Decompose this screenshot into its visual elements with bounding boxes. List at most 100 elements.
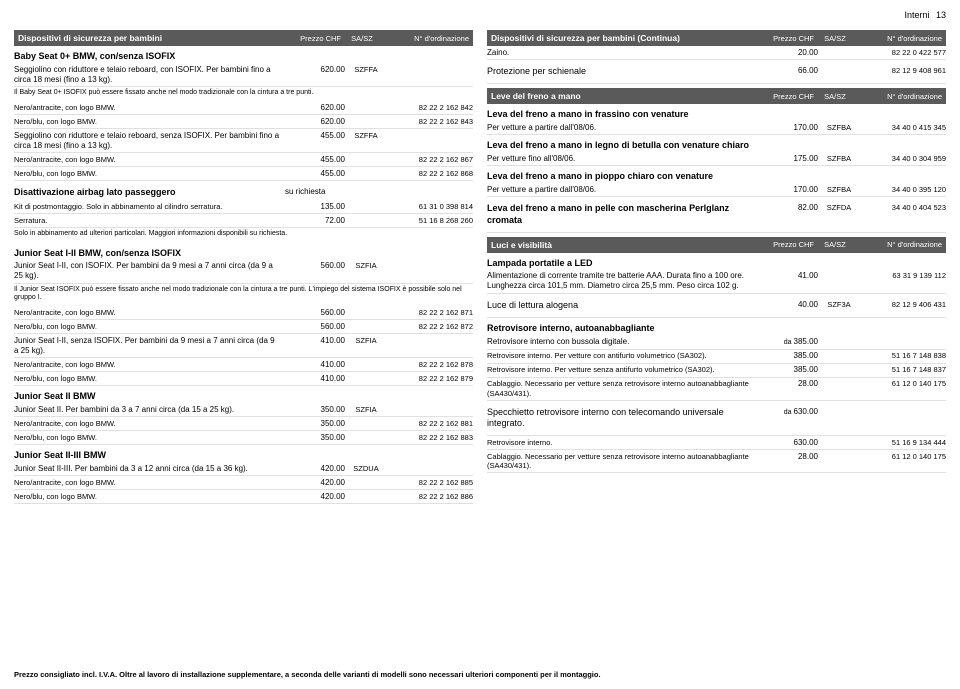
price-row: Alimentazione di corrente tramite tre ba… xyxy=(487,270,946,294)
row-price: 350.00 xyxy=(285,405,345,415)
row-ord: 82 22 2 162 871 xyxy=(387,308,473,317)
price-row: Nero/antracite, con logo BMW. 420.00 82 … xyxy=(14,476,473,490)
row-ord: 51 16 8 268 260 xyxy=(387,216,473,225)
row-code: SZFFA xyxy=(345,131,387,140)
price-row: Junior Seat I-II, senza ISOFIX. Per bamb… xyxy=(14,334,473,358)
row-price: 135.00 xyxy=(285,202,345,212)
row-price: 72.00 xyxy=(285,216,345,226)
section-title: Dispositivi di sicurezza per bambini xyxy=(18,33,281,43)
row-desc: Junior Seat II. Per bambini da 3 a 7 ann… xyxy=(14,405,285,415)
price-row: Junior Seat I-II, con ISOFIX. Per bambin… xyxy=(14,260,473,284)
price-row: Junior Seat II-III. Per bambini da 3 a 1… xyxy=(14,462,473,476)
price-row: Cablaggio. Necessario per vetture senza … xyxy=(487,378,946,401)
row-price: 20.00 xyxy=(758,48,818,58)
price-value: 630.00 xyxy=(794,407,818,416)
row-ord: 34 40 0 404 523 xyxy=(860,203,946,212)
note: Solo in abbinamento ad ulteriori partico… xyxy=(14,228,473,242)
row-ord: 51 16 7 148 838 xyxy=(860,351,946,360)
row-desc: Cablaggio. Necessario per vetture senza … xyxy=(487,452,758,471)
row-ord: 82 12 9 408 961 xyxy=(860,66,946,75)
price-row: Retrovisore interno. Per vetture con ant… xyxy=(487,350,946,364)
row-desc: Protezione per schienale xyxy=(487,66,758,77)
row-price: 28.00 xyxy=(758,452,818,462)
row-price: 410.00 xyxy=(285,360,345,370)
row-desc: Serratura. xyxy=(14,216,285,225)
note: Il Junior Seat ISOFIX può essere fissato… xyxy=(14,284,473,307)
price-row: Nero/blu, con logo BMW. 560.00 82 22 2 1… xyxy=(14,320,473,334)
col-price: Prezzo CHF xyxy=(754,92,814,101)
row-ord: 82 22 2 162 881 xyxy=(387,419,473,428)
row-ord: 61 31 0 398 814 xyxy=(387,202,473,211)
group-title: Junior Seat II BMW xyxy=(14,386,473,403)
price-row: Nero/blu, con logo BMW. 410.00 82 22 2 1… xyxy=(14,372,473,386)
price-row: Nero/antracite, con logo BMW. 455.00 82 … xyxy=(14,153,473,167)
row-desc: Seggiolino con riduttore e telaio reboar… xyxy=(14,65,285,85)
note: Il Baby Seat 0+ ISOFIX può essere fissat… xyxy=(14,87,473,101)
section-title: Dispositivi di sicurezza per bambini (Co… xyxy=(491,33,754,43)
row-desc: Per vetture fino all'08/06. xyxy=(487,154,758,164)
row-desc: Nero/antracite, con logo BMW. xyxy=(14,419,285,428)
price-value: 385.00 xyxy=(794,337,818,346)
col-price: Prezzo CHF xyxy=(754,34,814,43)
price-row: Seggiolino con riduttore e telaio reboar… xyxy=(14,129,473,153)
row-ord: 82 22 2 162 878 xyxy=(387,360,473,369)
row-ord: 34 40 0 304 959 xyxy=(860,154,946,163)
row-desc: Nero/antracite, con logo BMW. xyxy=(14,360,285,369)
group-title: Junior Seat II-III BMW xyxy=(14,445,473,462)
price-row: Nero/blu, con logo BMW. 420.00 82 22 2 1… xyxy=(14,490,473,504)
row-price: 560.00 xyxy=(285,322,345,332)
footer-note: Prezzo consigliato incl. I.V.A. Oltre al… xyxy=(14,670,946,679)
group-title: Leva del freno a mano in legno di betull… xyxy=(487,135,946,152)
row-ord: 82 22 2 162 872 xyxy=(387,322,473,331)
row-desc: Nero/antracite, con logo BMW. xyxy=(14,103,285,112)
price-row: Leva del freno a mano in pelle con masch… xyxy=(487,197,946,233)
price-row: Per vetture fino all'08/06. 175.00 SZFBA… xyxy=(487,152,946,166)
row-price: 170.00 xyxy=(758,123,818,133)
row-ord: 34 40 0 395 120 xyxy=(860,185,946,194)
row-desc: Nero/antracite, con logo BMW. xyxy=(14,155,285,164)
group-title: Disattivazione airbag lato passeggero xyxy=(14,187,285,198)
title-right: su richiesta xyxy=(285,187,473,197)
row-price: 455.00 xyxy=(285,131,345,141)
group-title: Baby Seat 0+ BMW, con/senza ISOFIX xyxy=(14,46,473,63)
row-desc: Nero/blu, con logo BMW. xyxy=(14,374,285,383)
row-price: 560.00 xyxy=(285,261,345,271)
col-price: Prezzo CHF xyxy=(281,34,341,43)
row-desc: Kit di postmontaggio. Solo in abbinament… xyxy=(14,202,285,211)
col-price: Prezzo CHF xyxy=(754,240,814,249)
row-price: 455.00 xyxy=(285,155,345,165)
price-row: Serratura. 72.00 51 16 8 268 260 xyxy=(14,214,473,228)
row-price: 560.00 xyxy=(285,308,345,318)
row-price: 350.00 xyxy=(285,419,345,429)
row-code: SZFBA xyxy=(818,154,860,163)
row-code: SZFDA xyxy=(818,203,860,212)
row-desc: Nero/blu, con logo BMW. xyxy=(14,433,285,442)
row-price: 82.00 xyxy=(758,203,818,213)
row-desc: Junior Seat II-III. Per bambini da 3 a 1… xyxy=(14,464,285,474)
price-row: Retrovisore interno con bussola digitale… xyxy=(487,335,946,350)
row-ord: 34 40 0 415 345 xyxy=(860,123,946,132)
section-header: Dispositivi di sicurezza per bambini (Co… xyxy=(487,30,946,46)
group-title: Retrovisore interno, autoanabbagliante xyxy=(487,318,946,335)
row-code: SZFBA xyxy=(818,185,860,194)
price-row: Luce di lettura alogena 40.00 SZF3A 82 1… xyxy=(487,294,946,318)
row-ord: 82 22 2 162 879 xyxy=(387,374,473,383)
col-ord: N° d'ordinazione xyxy=(856,240,942,249)
row-price: 630.00 xyxy=(758,438,818,448)
page-category: Interni xyxy=(904,10,929,20)
row-price: 28.00 xyxy=(758,379,818,389)
row-desc: Nero/blu, con logo BMW. xyxy=(14,169,285,178)
row-desc: Specchietto retrovisore interno con tele… xyxy=(487,407,758,430)
row-code: SZFIA xyxy=(345,405,387,414)
price-row: Nero/blu, con logo BMW. 620.00 82 22 2 1… xyxy=(14,115,473,129)
price-row: Zaino. 20.00 82 22 0 422 577 xyxy=(487,46,946,60)
left-column: Dispositivi di sicurezza per bambini Pre… xyxy=(14,26,473,504)
row-ord: 82 12 9 406 431 xyxy=(860,300,946,309)
price-row: Specchietto retrovisore interno con tele… xyxy=(487,401,946,437)
section-header: Dispositivi di sicurezza per bambini Pre… xyxy=(14,30,473,46)
row-price: 66.00 xyxy=(758,66,818,76)
row-ord: 82 22 2 162 868 xyxy=(387,169,473,178)
row-desc: Per vetture a partire dall'08/06. xyxy=(487,185,758,195)
row-code: SZDUA xyxy=(345,464,387,473)
col-ord: N° d'ordinazione xyxy=(856,34,942,43)
